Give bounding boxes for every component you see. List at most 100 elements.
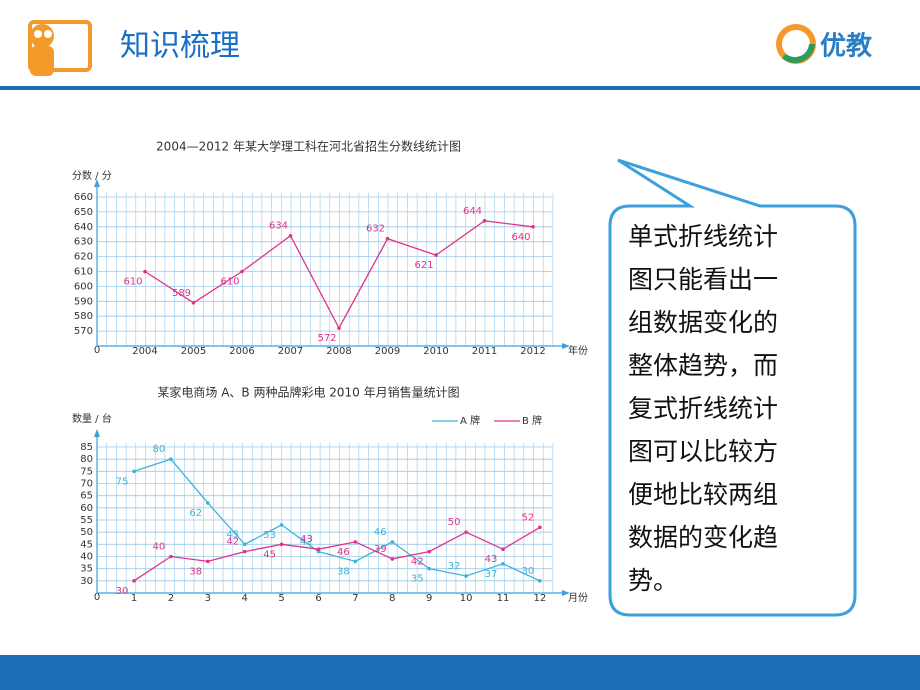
bubble-line: 单式折线统计 [628, 222, 778, 251]
data-point [288, 233, 293, 238]
data-point [434, 253, 438, 257]
data-point [206, 559, 210, 564]
data-label: 38 [337, 566, 350, 577]
data-label: 50 [448, 517, 461, 528]
data-label: 40 [153, 542, 166, 553]
data-label: 45 [226, 529, 239, 540]
data-label: 46 [374, 527, 387, 538]
x-tick-label: 6 [315, 593, 321, 604]
data-point [385, 236, 390, 241]
x-axis-label: 月份 [568, 592, 588, 604]
data-label: 632 [366, 224, 385, 235]
bubble-line: 复式折线统计 [628, 394, 778, 423]
origin-label: 0 [94, 345, 100, 356]
x-tick-label: 8 [389, 593, 395, 604]
chart-title: 某家电商场 A、B 两种品牌彩电 2010 年月销售量统计图 [157, 385, 459, 400]
y-tick-label: 55 [80, 515, 93, 526]
chart-title: 2004—2012 年某大学理工科在河北省招生分数线统计图 [156, 139, 461, 154]
x-tick-label: 2009 [375, 346, 400, 357]
y-tick-label: 70 [80, 479, 93, 490]
speech-bubble [608, 158, 857, 617]
x-tick-label: 12 [534, 593, 547, 604]
y-tick-label: 40 [80, 552, 93, 563]
data-point [464, 574, 468, 578]
y-tick-label: 75 [80, 466, 93, 477]
data-label: 30 [116, 586, 129, 597]
teacher-icon [28, 20, 92, 76]
data-label: 80 [153, 444, 166, 455]
bubble-line: 势。 [628, 566, 678, 595]
data-point [531, 225, 535, 229]
y-tick-label: 600 [74, 281, 93, 292]
data-point [353, 540, 358, 544]
data-label: 35 [411, 574, 424, 585]
legend-label: B 牌 [522, 414, 542, 427]
y-tick-label: 60 [80, 503, 93, 514]
x-tick-label: 11 [497, 593, 510, 604]
x-tick-label: 1 [131, 593, 137, 604]
x-tick-label: 2012 [520, 346, 545, 357]
x-tick-label: 2008 [326, 346, 351, 357]
data-point [390, 540, 395, 544]
x-tick-label: 2 [168, 593, 174, 604]
data-point [464, 530, 468, 534]
data-label: 32 [448, 561, 461, 572]
data-label: 640 [511, 232, 530, 243]
data-label: 610 [220, 277, 239, 288]
y-tick-label: 30 [80, 576, 93, 587]
data-point [353, 559, 358, 564]
y-tick-label: 650 [74, 207, 93, 218]
data-label: 42 [411, 557, 424, 568]
data-label: 644 [463, 206, 482, 217]
data-label: 53 [263, 530, 276, 541]
data-label: 621 [414, 260, 433, 271]
data-point [316, 547, 321, 551]
data-label: 42 [226, 537, 239, 548]
y-tick-label: 660 [74, 192, 93, 203]
data-point [538, 525, 542, 530]
data-line [133, 458, 541, 582]
data-point [427, 549, 432, 554]
footer-band [0, 655, 920, 690]
data-point [240, 269, 244, 274]
x-tick-label: 5 [278, 593, 284, 604]
y-tick-label: 35 [80, 564, 93, 575]
y-tick-label: 65 [80, 491, 93, 502]
data-point [427, 566, 432, 571]
data-point [337, 326, 341, 330]
data-label: 589 [172, 288, 191, 299]
data-label: 572 [317, 333, 336, 344]
header-rule [0, 86, 920, 90]
x-tick-label: 2006 [229, 346, 254, 357]
data-line [144, 220, 534, 330]
data-label: 43 [300, 534, 313, 545]
data-point [501, 562, 505, 566]
data-point [191, 300, 196, 305]
data-label: 38 [189, 566, 202, 577]
legend-label: A 牌 [460, 414, 480, 427]
y-axis-label: 数量 / 台 [72, 412, 112, 425]
bubble-line: 整体趋势，而 [628, 351, 778, 380]
x-tick-label: 2011 [472, 346, 497, 357]
origin-label: 0 [94, 592, 100, 603]
data-point [279, 542, 284, 547]
y-tick-label: 80 [80, 454, 93, 465]
data-point [206, 501, 210, 505]
x-tick-label: 10 [460, 593, 473, 604]
logo-icon [776, 24, 816, 64]
x-tick-label: 9 [426, 593, 432, 604]
data-point [390, 557, 395, 561]
page-title: 知识梳理 [120, 29, 240, 64]
data-point [538, 579, 542, 583]
y-tick-label: 45 [80, 539, 93, 550]
data-label: 30 [522, 566, 535, 577]
data-label: 46 [337, 547, 350, 558]
y-tick-label: 570 [74, 326, 93, 337]
y-tick-label: 620 [74, 252, 93, 263]
data-point [242, 549, 247, 554]
x-axis-arrow [562, 590, 570, 596]
data-label: 39 [374, 544, 387, 555]
data-label: 610 [123, 277, 142, 288]
x-tick-label: 2004 [132, 346, 157, 357]
